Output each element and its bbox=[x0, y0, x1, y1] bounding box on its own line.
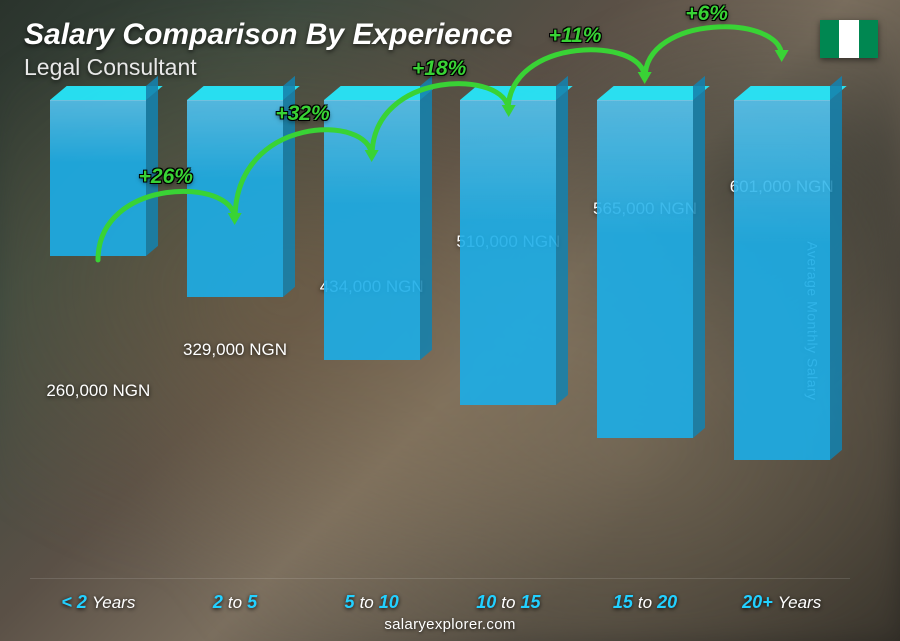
bar-front-face bbox=[187, 100, 283, 297]
footer-credit: salaryexplorer.com bbox=[0, 616, 900, 633]
bar-side-face bbox=[693, 76, 705, 438]
bar-front-face bbox=[50, 100, 146, 256]
bar-slot: 565,000 NGN15 to 20 bbox=[577, 100, 714, 579]
bar-slot: 434,000 NGN5 to 10 bbox=[303, 100, 440, 579]
bar bbox=[324, 100, 420, 360]
flag-stripe-right bbox=[859, 20, 878, 58]
increase-pct-label: +11% bbox=[549, 24, 602, 48]
bar bbox=[50, 100, 146, 256]
increase-pct-label: +26% bbox=[139, 165, 193, 189]
bar bbox=[734, 100, 830, 460]
flag-stripe-mid bbox=[839, 20, 858, 58]
bar-side-face bbox=[830, 76, 842, 460]
bar-category-label: 10 to 15 bbox=[476, 592, 540, 613]
bar-side-face bbox=[556, 76, 568, 405]
bar-category-label: 15 to 20 bbox=[613, 592, 677, 613]
bar-category-label: < 2 Years bbox=[61, 592, 135, 613]
increase-pct-label: +32% bbox=[275, 102, 329, 126]
increase-pct-label: +6% bbox=[685, 2, 728, 26]
bar-front-face bbox=[324, 100, 420, 360]
flag-nigeria bbox=[820, 20, 878, 58]
page-title: Salary Comparison By Experience bbox=[24, 18, 513, 52]
bar-chart: 260,000 NGN< 2 Years329,000 NGN2 to 5434… bbox=[30, 100, 850, 579]
bar-side-face bbox=[420, 76, 432, 360]
bar-value-label: 329,000 NGN bbox=[183, 340, 287, 360]
bar-category-label: 5 to 10 bbox=[345, 592, 399, 613]
bar-front-face bbox=[734, 100, 830, 460]
bar-category-label: 20+ Years bbox=[742, 592, 821, 613]
bar bbox=[460, 100, 556, 405]
chart-baseline bbox=[30, 578, 850, 579]
bar bbox=[597, 100, 693, 438]
bar-category-label: 2 to 5 bbox=[213, 592, 257, 613]
bar-slot: 510,000 NGN10 to 15 bbox=[440, 100, 577, 579]
bar-front-face bbox=[460, 100, 556, 405]
bar-slot: 601,000 NGN20+ Years bbox=[713, 100, 850, 579]
bar-front-face bbox=[597, 100, 693, 438]
bar bbox=[187, 100, 283, 297]
flag-stripe-left bbox=[820, 20, 839, 58]
bar-value-label: 260,000 NGN bbox=[46, 381, 150, 401]
increase-pct-label: +18% bbox=[412, 57, 466, 81]
